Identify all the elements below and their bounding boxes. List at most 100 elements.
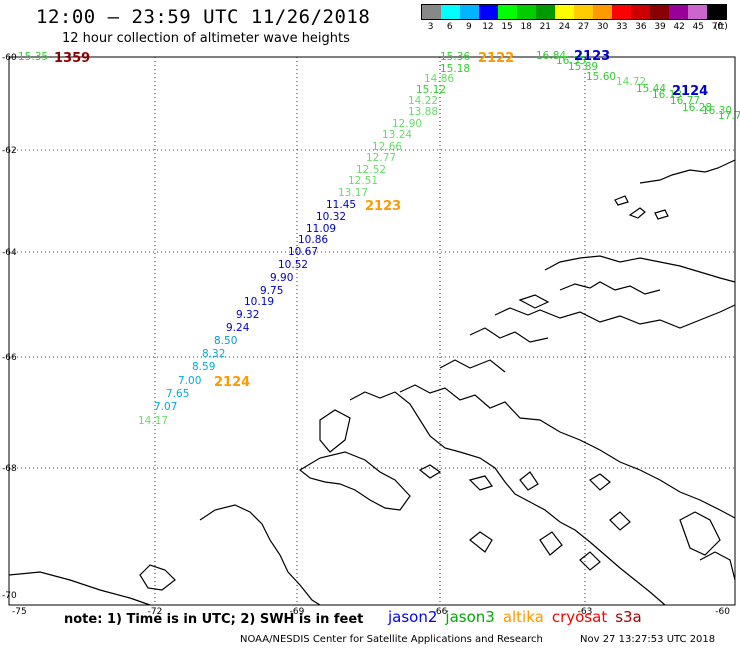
generated-timestamp: Nov 27 13:27:53 UTC 2018 xyxy=(580,634,716,645)
legend-label: 12 xyxy=(482,22,494,32)
latitude-tick-label: -64 xyxy=(2,248,17,258)
legend-swatch xyxy=(460,5,479,19)
swh-value: 16.35 xyxy=(556,55,586,67)
legend-swatch xyxy=(536,5,555,19)
swh-value: 13.17 xyxy=(338,187,368,199)
legend-swatch xyxy=(650,5,669,19)
legend-label: 70 xyxy=(711,22,724,32)
legend-label: 27 xyxy=(577,22,590,32)
swh-value: 16.30 xyxy=(702,105,732,117)
legend-swatch xyxy=(422,5,441,19)
swh-value: 8.32 xyxy=(202,348,225,360)
legend-color-bar xyxy=(421,4,727,20)
mission-name: s3a xyxy=(615,608,642,626)
legend-label: 15 xyxy=(501,22,513,32)
legend-swatch xyxy=(593,5,612,19)
latitude-tick-label: -60 xyxy=(2,53,17,63)
swh-value: 8.50 xyxy=(214,335,237,347)
swh-value: 12.66 xyxy=(372,141,402,153)
swh-value: 10.19 xyxy=(244,296,274,308)
legend-label: 42 xyxy=(673,22,685,32)
swh-value: 9.24 xyxy=(226,322,250,334)
mission-name: altika xyxy=(502,608,544,626)
longitude-tick-label: -66 xyxy=(433,607,448,617)
swh-value: 13.88 xyxy=(408,106,438,118)
pass-labels: 1359 2122 2123 2124 2123 2124 xyxy=(54,49,708,390)
legend-label: 30 xyxy=(596,22,609,32)
swh-value: 15.12 xyxy=(416,84,446,96)
swh-value: 15.18 xyxy=(440,63,470,75)
legend-swatch xyxy=(441,5,460,19)
swh-value: 10.67 xyxy=(288,246,318,258)
page-title: 12:00 – 23:59 UTC 11/26/2018 xyxy=(36,6,371,28)
swh-value: 10.32 xyxy=(316,211,346,223)
swh-value: 7.00 xyxy=(178,375,201,387)
swh-value: 16.84 xyxy=(536,50,566,62)
latitude-tick-label: -66 xyxy=(2,353,17,363)
swh-value: 16.28 xyxy=(682,102,712,114)
pass-number: 2124 xyxy=(214,375,250,390)
swh-value: 11.45 xyxy=(326,199,356,211)
credit-line: NOAA/NESDIS Center for Satellite Applica… xyxy=(240,634,543,645)
swh-value: 15.44 xyxy=(636,83,666,95)
longitude-tick-label: -63 xyxy=(578,607,593,617)
swh-value: 15.36 xyxy=(440,51,470,63)
legend-swatch xyxy=(612,5,631,19)
legend-label: 39 xyxy=(654,22,666,32)
footer-note: note: 1) Time is in UTC; 2) SWH is in fe… xyxy=(64,612,364,627)
latitude-tick-labels: -60 -62 -64 -66 -68 -70 xyxy=(2,53,17,601)
swh-value: 14.17 xyxy=(138,415,168,427)
mission-legend: jason2 jason3 altika cryosat s3a xyxy=(388,608,650,626)
legend-label: 9 xyxy=(465,22,472,32)
swh-value: 15.60 xyxy=(586,71,616,83)
legend-swatch xyxy=(707,5,726,19)
coastline xyxy=(8,159,736,606)
swh-value: 14.72 xyxy=(616,76,646,88)
longitude-tick-label: -72 xyxy=(148,607,163,617)
pass-number: 2124 xyxy=(672,84,708,99)
legend-swatch xyxy=(555,5,574,19)
swh-value: 7.65 xyxy=(166,388,189,400)
mission-name: cryosat xyxy=(551,608,608,626)
color-legend: 3 6 9 12 15 18 21 24 27 30 33 36 39 42 45 70 (ft) xyxy=(421,4,728,34)
swh-value: 14.86 xyxy=(424,73,454,85)
swh-observations: 15.35 15.3615.1814.8615.1214.2213.8812.90… xyxy=(18,50,740,427)
pass-number: 2123 xyxy=(365,199,401,214)
legend-swatch xyxy=(688,5,707,19)
legend-swatch xyxy=(631,5,650,19)
swh-value: 17.7 xyxy=(718,110,740,122)
legend-swatch xyxy=(517,5,536,19)
pass-number: 1359 xyxy=(54,51,90,66)
swh-value: 16.77 xyxy=(670,95,700,107)
pass-number: 2122 xyxy=(478,51,514,66)
swh-value: 10.86 xyxy=(298,234,328,246)
swh-value: 15.89 xyxy=(568,61,598,73)
mission-name: jason2 xyxy=(388,608,438,626)
swh-value: 13.24 xyxy=(382,129,412,141)
longitude-tick-labels: -75 -72 -69 -66 -63 -60 xyxy=(12,607,730,617)
swh-value: 9.75 xyxy=(260,285,283,297)
legend-label: 21 xyxy=(539,22,552,32)
swh-value: 9.90 xyxy=(270,272,293,284)
swh-value: 9.32 xyxy=(236,309,259,321)
swh-value: 14.22 xyxy=(408,95,438,107)
legend-unit: (ft) xyxy=(714,22,728,32)
legend-label: 36 xyxy=(635,22,647,32)
legend-swatch xyxy=(669,5,688,19)
legend-label: 18 xyxy=(520,22,532,32)
latitude-tick-label: -62 xyxy=(2,146,17,156)
legend-label: 6 xyxy=(446,22,453,32)
swh-value: 12.90 xyxy=(392,118,422,130)
latitude-tick-label: -70 xyxy=(2,591,17,601)
swh-value: 12.52 xyxy=(356,164,386,176)
swh-value: 12.51 xyxy=(348,175,378,187)
swh-value: 15.35 xyxy=(18,51,48,63)
legend-labels: 3 6 9 12 15 18 21 24 27 30 33 36 39 42 45 70 (ft) xyxy=(421,20,728,34)
longitude-tick-label: -60 xyxy=(715,607,730,617)
graticule xyxy=(9,57,735,605)
legend-swatch xyxy=(574,5,593,19)
pass-number: 2123 xyxy=(574,49,610,64)
legend-label: 24 xyxy=(558,22,571,32)
page-subtitle: 12 hour collection of altimeter wave hei… xyxy=(62,31,350,46)
